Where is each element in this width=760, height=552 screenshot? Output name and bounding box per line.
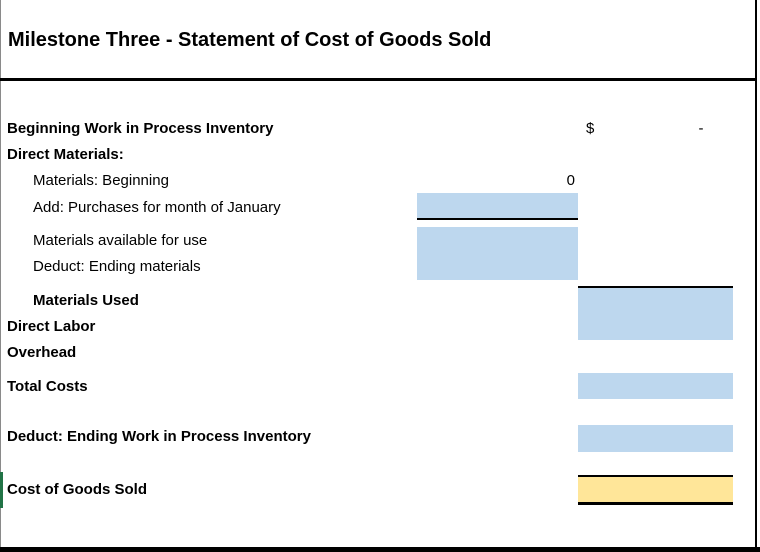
label-total-costs: Total Costs	[7, 378, 88, 395]
amount-beginning-wip: -	[698, 120, 704, 137]
label-materials-used: Materials Used	[33, 292, 139, 309]
input-cell-materials-used-block[interactable]	[578, 286, 733, 340]
label-materials-available: Materials available for use	[33, 232, 208, 249]
left-green-accent	[0, 472, 3, 508]
input-cell-purchases[interactable]	[417, 193, 578, 220]
amount-materials-beginning: 0	[566, 172, 575, 189]
label-overhead: Overhead	[7, 344, 77, 361]
label-beginning-wip: Beginning Work in Process Inventory	[7, 120, 274, 137]
label-materials-beginning: Materials: Beginning	[33, 172, 169, 189]
sheet-left-border	[0, 0, 1, 552]
label-cost-of-goods-sold: Cost of Goods Sold	[7, 481, 147, 498]
sheet-bottom-border	[0, 547, 760, 552]
result-cell-cogs[interactable]	[578, 475, 733, 505]
label-deduct-ending-wip: Deduct: Ending Work in Process Inventory	[7, 428, 311, 445]
input-cell-ending-wip[interactable]	[578, 425, 733, 452]
currency-symbol-beginning-wip: $	[586, 120, 595, 137]
statement-title: Milestone Three - Statement of Cost of G…	[8, 29, 492, 51]
label-add-purchases: Add: Purchases for month of January	[33, 199, 281, 216]
label-deduct-ending-materials: Deduct: Ending materials	[33, 258, 201, 275]
label-direct-materials-header: Direct Materials:	[7, 146, 124, 163]
title-divider-rule	[0, 78, 757, 81]
input-cell-materials-available-block[interactable]	[417, 227, 578, 280]
label-direct-labor: Direct Labor	[7, 318, 96, 335]
input-cell-total-costs[interactable]	[578, 373, 733, 399]
sheet-right-border	[755, 0, 757, 552]
